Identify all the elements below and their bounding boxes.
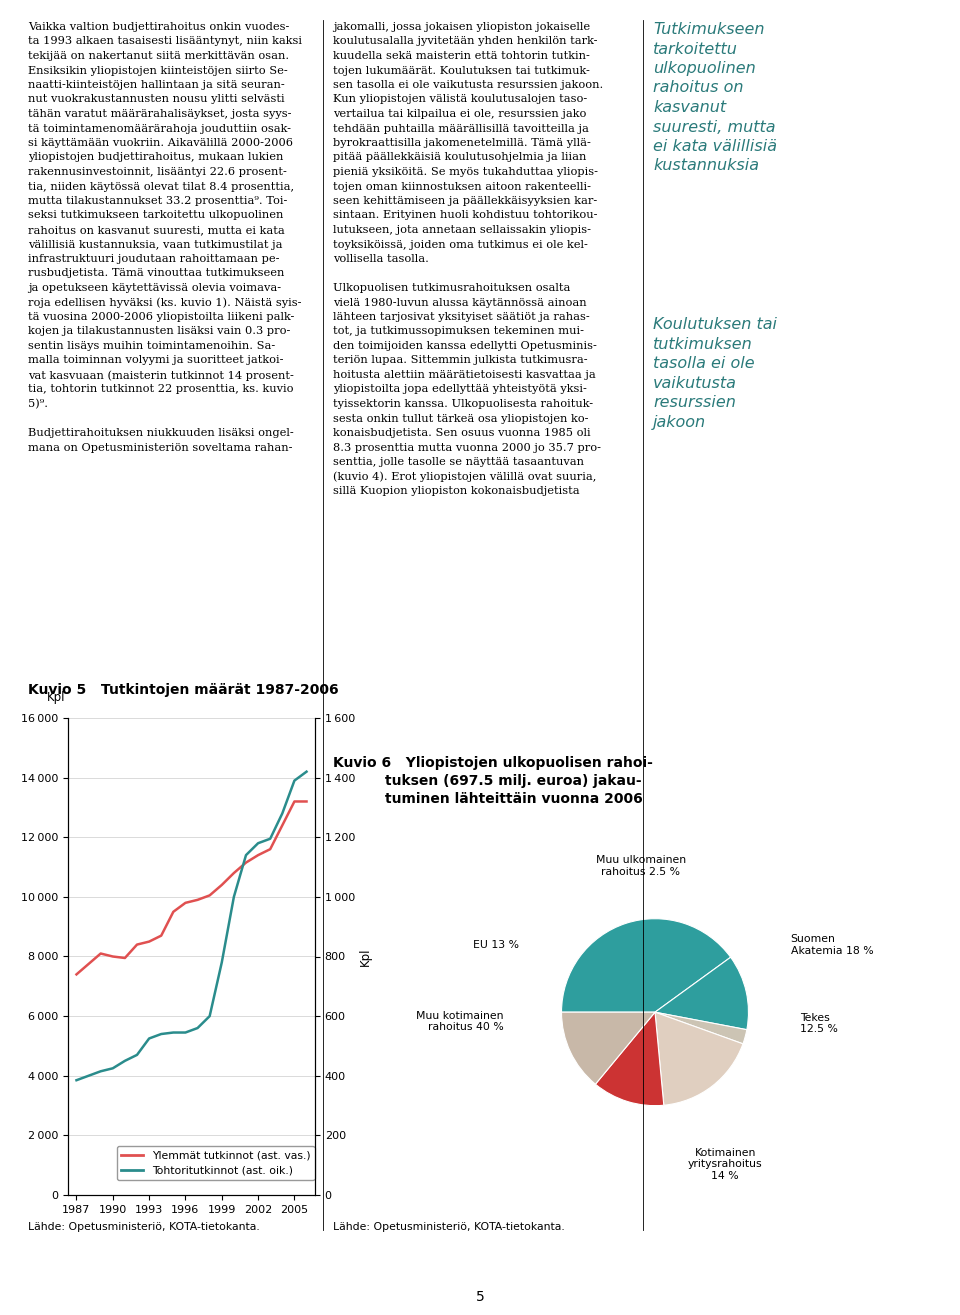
Text: toyksiköissä, joiden oma tutkimus ei ole kel-: toyksiköissä, joiden oma tutkimus ei ole… [333,239,588,250]
Text: tia, niiden käytössä olevat tilat 8.4 prosenttia,: tia, niiden käytössä olevat tilat 8.4 pr… [28,181,294,192]
Text: Kuvio 6   Yliopistojen ulkopuolisen rahoi-: Kuvio 6 Yliopistojen ulkopuolisen rahoi- [333,756,653,771]
Text: Ensiksikin yliopistojen kiinteistöjen siirto Se-: Ensiksikin yliopistojen kiinteistöjen si… [28,66,288,75]
Text: tuminen lähteittäin vuonna 2006: tuminen lähteittäin vuonna 2006 [385,792,643,806]
Text: mana on Opetusministeriön soveltama rahan-: mana on Opetusministeriön soveltama raha… [28,443,293,452]
Text: ulkopuolinen: ulkopuolinen [653,60,756,76]
Text: sesta onkin tullut tärkeä osa yliopistojen ko-: sesta onkin tullut tärkeä osa yliopistoj… [333,413,588,423]
Text: Ulkopuolisen tutkimusrahoituksen osalta: Ulkopuolisen tutkimusrahoituksen osalta [333,283,570,293]
Text: den toimijoiden kanssa edellytti Opetusminis-: den toimijoiden kanssa edellytti Opetusm… [333,341,597,351]
Text: pieniä yksiköitä. Se myös tukahduttaa yliopis-: pieniä yksiköitä. Se myös tukahduttaa yl… [333,167,598,178]
Text: kasvanut: kasvanut [653,100,726,114]
Text: kuudella sekä maisterin että tohtorin tutkin-: kuudella sekä maisterin että tohtorin tu… [333,51,589,60]
Text: Budjettirahoituksen niukkuuden lisäksi ongel-: Budjettirahoituksen niukkuuden lisäksi o… [28,427,294,438]
Text: EU 13 %: EU 13 % [473,940,519,949]
Text: infrastruktuuri joudutaan rahoittamaan pe-: infrastruktuuri joudutaan rahoittamaan p… [28,254,279,264]
Text: Kun yliopistojen välistä koulutusalojen taso-: Kun yliopistojen välistä koulutusalojen … [333,95,588,104]
Text: jakomalli, jossa jokaisen yliopiston jokaiselle: jakomalli, jossa jokaisen yliopiston jok… [333,22,590,32]
Text: sintaan. Erityinen huoli kohdistuu tohtorikou-: sintaan. Erityinen huoli kohdistuu tohto… [333,210,597,221]
Wedge shape [655,1013,743,1105]
Text: tutkimuksen: tutkimuksen [653,337,753,351]
Text: 5: 5 [475,1290,485,1304]
Text: 8.3 prosenttia mutta vuonna 2000 jo 35.7 pro-: 8.3 prosenttia mutta vuonna 2000 jo 35.7… [333,443,601,452]
Text: vertailua tai kilpailua ei ole, resurssien jako: vertailua tai kilpailua ei ole, resurssi… [333,109,587,118]
Text: Koulutuksen tai: Koulutuksen tai [653,317,777,331]
Text: mutta tilakustannukset 33.2 prosenttia⁹. Toi-: mutta tilakustannukset 33.2 prosenttia⁹.… [28,196,287,206]
Text: tarkoitettu: tarkoitettu [653,42,738,57]
Text: sentin lisäys muihin toimintamenoihin. Sa-: sentin lisäys muihin toimintamenoihin. S… [28,341,276,351]
Text: malla toiminnan volyymi ja suoritteet jatkoi-: malla toiminnan volyymi ja suoritteet ja… [28,355,283,366]
Text: tojen lukumäärät. Koulutuksen tai tutkimuk-: tojen lukumäärät. Koulutuksen tai tutkim… [333,66,589,75]
Text: nut vuokrakustannusten nousu ylitti selvästi: nut vuokrakustannusten nousu ylitti selv… [28,95,284,104]
Text: tojen oman kiinnostuksen aitoon rakenteelli-: tojen oman kiinnostuksen aitoon rakentee… [333,181,591,192]
Legend: Ylemmät tutkinnot (ast. vas.), Tohtoritutkinnot (ast. oik.): Ylemmät tutkinnot (ast. vas.), Tohtoritu… [117,1145,315,1180]
Text: rahoitus on kasvanut suuresti, mutta ei kata: rahoitus on kasvanut suuresti, mutta ei … [28,225,285,235]
Text: vaikutusta: vaikutusta [653,376,737,391]
Text: seksi tutkimukseen tarkoitettu ulkopuolinen: seksi tutkimukseen tarkoitettu ulkopuoli… [28,210,283,221]
Text: lutukseen, jota annetaan sellaissakin yliopis-: lutukseen, jota annetaan sellaissakin yl… [333,225,591,235]
Text: konaisbudjetista. Sen osuus vuonna 1985 oli: konaisbudjetista. Sen osuus vuonna 1985 … [333,427,590,438]
Wedge shape [595,1013,663,1106]
Text: välillisiä kustannuksia, vaan tutkimustilat ja: välillisiä kustannuksia, vaan tutkimusti… [28,239,282,250]
Y-axis label: Kpl: Kpl [359,947,372,965]
Text: ja opetukseen käytettävissä olevia voimava-: ja opetukseen käytettävissä olevia voima… [28,283,281,293]
Text: tä vuosina 2000-2006 yliopistoilta liikeni palk-: tä vuosina 2000-2006 yliopistoilta liike… [28,312,295,322]
Text: si käyttämään vuokriin. Aikavälillä 2000-2006: si käyttämään vuokriin. Aikavälillä 2000… [28,138,293,149]
Text: resurssien: resurssien [653,394,736,410]
Text: yliopistoilta jopa edellyttää yhteistyötä yksi-: yliopistoilta jopa edellyttää yhteistyöt… [333,384,587,394]
Text: Lähde: Opetusministeriö, KOTA-tietokanta.: Lähde: Opetusministeriö, KOTA-tietokanta… [333,1222,564,1232]
Text: seen kehittämiseen ja päällekkäisyyksien kar-: seen kehittämiseen ja päällekkäisyyksien… [333,196,597,206]
Text: vielä 1980-luvun alussa käytännössä ainoan: vielä 1980-luvun alussa käytännössä aino… [333,297,587,308]
Text: Tekes
12.5 %: Tekes 12.5 % [800,1013,838,1034]
Wedge shape [562,919,731,1013]
Text: 5)⁹.: 5)⁹. [28,398,48,409]
Text: koulutusalalla jyvitetään yhden henkilön tark-: koulutusalalla jyvitetään yhden henkilön… [333,37,597,46]
Text: jakoon: jakoon [653,414,707,430]
Text: ei kata välillisiä: ei kata välillisiä [653,139,777,154]
Text: Kuvio 5   Tutkintojen määrät 1987-2006: Kuvio 5 Tutkintojen määrät 1987-2006 [28,682,339,697]
Text: sen tasolla ei ole vaikutusta resurssien jakoon.: sen tasolla ei ole vaikutusta resurssien… [333,80,603,89]
Text: tuksen (697.5 milj. euroa) jakau-: tuksen (697.5 milj. euroa) jakau- [385,775,641,788]
Text: tyissektorin kanssa. Ulkopuolisesta rahoituk-: tyissektorin kanssa. Ulkopuolisesta raho… [333,398,593,409]
Wedge shape [655,957,749,1030]
Text: tia, tohtorin tutkinnot 22 prosenttia, ks. kuvio: tia, tohtorin tutkinnot 22 prosenttia, k… [28,384,294,394]
Text: Suomen
Akatemia 18 %: Suomen Akatemia 18 % [790,934,874,956]
Text: byrokraattisilla jakomenetelmillä. Tämä yllä-: byrokraattisilla jakomenetelmillä. Tämä … [333,138,590,149]
Text: teriön lupaa. Sittemmin julkista tutkimusra-: teriön lupaa. Sittemmin julkista tutkimu… [333,355,588,366]
Text: tekijää on nakertanut siitä merkittävän osan.: tekijää on nakertanut siitä merkittävän … [28,51,289,60]
Text: (kuvio 4). Erot yliopistojen välillä ovat suuria,: (kuvio 4). Erot yliopistojen välillä ova… [333,472,596,483]
Text: rakennusinvestoinnit, lisääntyi 22.6 prosent-: rakennusinvestoinnit, lisääntyi 22.6 pro… [28,167,287,178]
Text: yliopistojen budjettirahoitus, mukaan lukien: yliopistojen budjettirahoitus, mukaan lu… [28,153,283,163]
Text: naatti-kiinteistöjen hallintaan ja sitä seuran-: naatti-kiinteistöjen hallintaan ja sitä … [28,80,285,89]
Text: Kotimainen
yritysrahoitus
14 %: Kotimainen yritysrahoitus 14 % [687,1148,762,1181]
Text: tehdään puhtailla määrällisillä tavoitteilla ja: tehdään puhtailla määrällisillä tavoitte… [333,124,588,134]
Text: suuresti, mutta: suuresti, mutta [653,120,776,134]
Text: ta 1993 alkaen tasaisesti lisääntynyt, niin kaksi: ta 1993 alkaen tasaisesti lisääntynyt, n… [28,37,302,46]
Text: tä toimintamenomäärärahoja jouduttiin osak-: tä toimintamenomäärärahoja jouduttiin os… [28,124,291,134]
Text: kustannuksia: kustannuksia [653,159,759,174]
Text: Vaikka valtion budjettirahoitus onkin vuodes-: Vaikka valtion budjettirahoitus onkin vu… [28,22,289,32]
Text: lähteen tarjosivat yksityiset säätiöt ja rahas-: lähteen tarjosivat yksityiset säätiöt ja… [333,312,589,322]
Text: Lähde: Opetusministeriö, KOTA-tietokanta.: Lähde: Opetusministeriö, KOTA-tietokanta… [28,1222,260,1232]
Text: roja edellisen hyväksi (ks. kuvio 1). Näistä syis-: roja edellisen hyväksi (ks. kuvio 1). Nä… [28,297,301,308]
Text: senttia, jolle tasolle se näyttää tasaantuvan: senttia, jolle tasolle se näyttää tasaan… [333,458,584,467]
Text: kojen ja tilakustannusten lisäksi vain 0.3 pro-: kojen ja tilakustannusten lisäksi vain 0… [28,326,290,337]
Text: tot, ja tutkimussopimuksen tekeminen mui-: tot, ja tutkimussopimuksen tekeminen mui… [333,326,584,337]
Text: Muu ulkomainen
rahoitus 2.5 %: Muu ulkomainen rahoitus 2.5 % [596,855,686,877]
Wedge shape [655,1013,747,1044]
Text: tähän varatut määrärahalisäykset, josta syys-: tähän varatut määrärahalisäykset, josta … [28,109,292,118]
Text: rusbudjetista. Tämä vinouttaa tutkimukseen: rusbudjetista. Tämä vinouttaa tutkimukse… [28,268,284,279]
Text: rahoitus on: rahoitus on [653,80,743,96]
Text: Kpl: Kpl [47,690,65,704]
Text: vat kasvuaan (maisterin tutkinnot 14 prosent-: vat kasvuaan (maisterin tutkinnot 14 pro… [28,370,294,380]
Text: Tutkimukseen: Tutkimukseen [653,22,764,37]
Text: vollisella tasolla.: vollisella tasolla. [333,254,429,264]
Wedge shape [562,1013,655,1084]
Text: tasolla ei ole: tasolla ei ole [653,356,755,371]
Text: Muu kotimainen
rahoitus 40 %: Muu kotimainen rahoitus 40 % [416,1011,504,1032]
Text: pitää päällekkäisiä koulutusohjelmia ja liian: pitää päällekkäisiä koulutusohjelmia ja … [333,153,587,163]
Text: hoitusta alettiin määrätietoisesti kasvattaa ja: hoitusta alettiin määrätietoisesti kasva… [333,370,596,380]
Text: sillä Kuopion yliopiston kokonaisbudjetista: sillä Kuopion yliopiston kokonaisbudjeti… [333,487,580,496]
